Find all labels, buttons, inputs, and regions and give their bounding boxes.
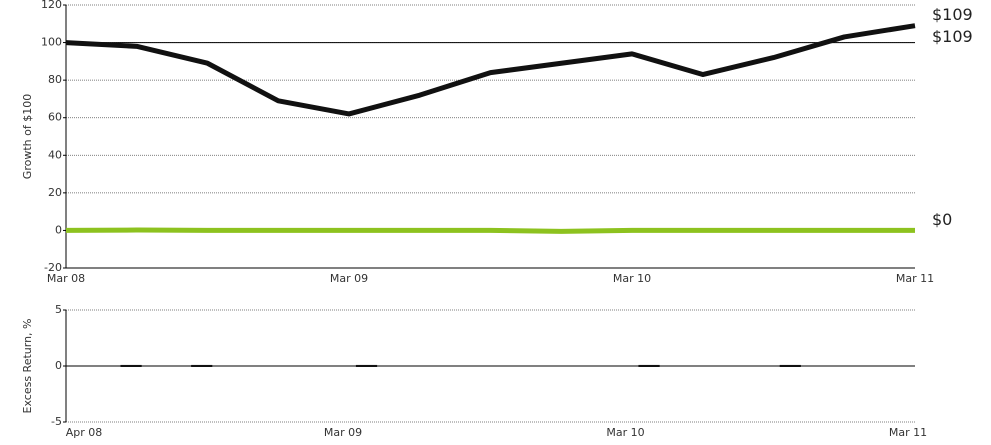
y-tick-label: -20: [44, 261, 62, 274]
end-value-label: $109: [932, 5, 973, 24]
bar: [638, 364, 660, 367]
x-tick-label: Mar 08: [47, 272, 85, 285]
y-tick-label: 20: [48, 186, 62, 199]
y-tick-label: 100: [41, 36, 62, 49]
x-tick-label: Mar 10: [613, 272, 651, 285]
y-tick-label: 0: [55, 223, 62, 236]
bar: [355, 364, 378, 367]
y-axis-label: Excess Return, %: [21, 319, 34, 414]
x-tick-label: Mar 09: [324, 426, 362, 439]
y-tick-label: -5: [51, 415, 62, 428]
end-value-label: $109: [932, 27, 973, 46]
x-tick-label: Mar 11: [889, 426, 927, 439]
series-line: [65, 227, 915, 234]
bar: [120, 364, 142, 367]
end-value-label: $0: [932, 210, 952, 229]
x-tick-label: Mar 10: [606, 426, 644, 439]
bar: [779, 364, 801, 367]
y-tick-label: 60: [48, 111, 62, 124]
y-tick-label: 5: [55, 303, 62, 316]
series-line: [65, 23, 916, 117]
x-tick-label: Apr 08: [66, 426, 103, 439]
y-tick-label: 80: [48, 73, 62, 86]
y-tick-label: 40: [48, 148, 62, 161]
y-tick-label: 0: [55, 359, 62, 372]
x-tick-label: Mar 11: [896, 272, 934, 285]
bar: [191, 364, 213, 367]
y-tick-label: 120: [41, 0, 62, 11]
x-tick-label: Mar 09: [330, 272, 368, 285]
y-axis-label: Growth of $100: [21, 94, 34, 179]
